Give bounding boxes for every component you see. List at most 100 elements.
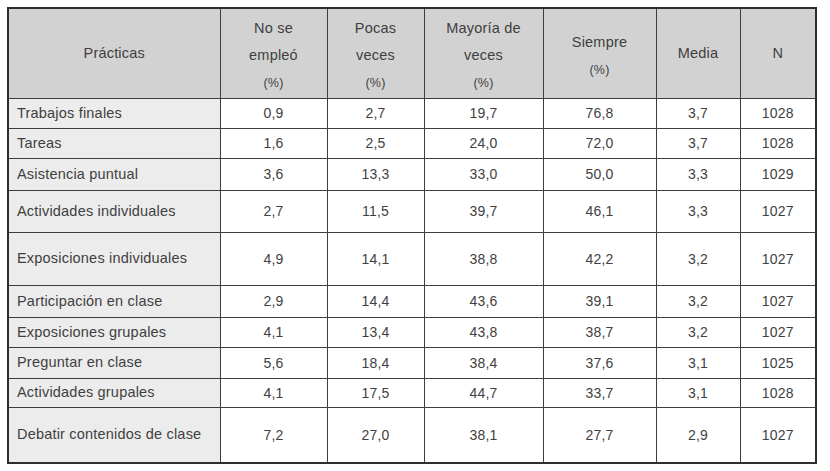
header-row: Prácticas No se empleó (%) Pocas veces (… bbox=[8, 8, 816, 98]
practice-cell: Participación en clase bbox=[8, 285, 220, 317]
practice-cell: Actividades individuales bbox=[8, 190, 220, 232]
value-cell: 50,0 bbox=[543, 158, 656, 190]
column-header-label: Pocas veces bbox=[340, 15, 412, 69]
value-cell: 38,1 bbox=[424, 407, 543, 463]
value-cell: 0,9 bbox=[220, 98, 327, 128]
value-cell: 2,7 bbox=[327, 98, 424, 128]
value-cell: 19,7 bbox=[424, 98, 543, 128]
value-cell: 14,1 bbox=[327, 232, 424, 285]
column-header-unit: (%) bbox=[437, 76, 531, 91]
table-row: Debatir contenidos de clase 7,2 27,0 38,… bbox=[8, 407, 816, 463]
value-cell: 14,4 bbox=[327, 285, 424, 317]
value-cell: 2,9 bbox=[656, 407, 740, 463]
practice-cell: Actividades grupales bbox=[8, 378, 220, 407]
column-header-mayoria-de-veces: Mayoría de veces (%) bbox=[424, 8, 543, 98]
column-header-label: Siempre bbox=[556, 29, 644, 56]
value-cell: 1028 bbox=[740, 378, 816, 407]
value-cell: 24,0 bbox=[424, 128, 543, 158]
value-cell: 3,7 bbox=[656, 98, 740, 128]
table-row: Actividades grupales 4,1 17,5 44,7 33,7 … bbox=[8, 378, 816, 407]
column-header-unit: (%) bbox=[340, 76, 412, 91]
value-cell: 39,7 bbox=[424, 190, 543, 232]
table-row: Tareas 1,6 2,5 24,0 72,0 3,7 1028 bbox=[8, 128, 816, 158]
practices-frequency-table: Prácticas No se empleó (%) Pocas veces (… bbox=[7, 7, 817, 464]
value-cell: 1027 bbox=[740, 407, 816, 463]
value-cell: 33,7 bbox=[543, 378, 656, 407]
table-row: Participación en clase 2,9 14,4 43,6 39,… bbox=[8, 285, 816, 317]
value-cell: 3,2 bbox=[656, 285, 740, 317]
value-cell: 1027 bbox=[740, 190, 816, 232]
value-cell: 3,7 bbox=[656, 128, 740, 158]
value-cell: 46,1 bbox=[543, 190, 656, 232]
value-cell: 42,2 bbox=[543, 232, 656, 285]
value-cell: 11,5 bbox=[327, 190, 424, 232]
column-header-siempre: Siempre (%) bbox=[543, 8, 656, 98]
practice-cell: Asistencia puntual bbox=[8, 158, 220, 190]
value-cell: 1028 bbox=[740, 128, 816, 158]
value-cell: 1029 bbox=[740, 158, 816, 190]
column-header-label: N bbox=[753, 40, 804, 67]
value-cell: 37,6 bbox=[543, 347, 656, 378]
value-cell: 3,2 bbox=[656, 232, 740, 285]
practice-cell: Trabajos finales bbox=[8, 98, 220, 128]
value-cell: 27,0 bbox=[327, 407, 424, 463]
value-cell: 38,7 bbox=[543, 317, 656, 347]
column-header-unit: (%) bbox=[233, 76, 315, 91]
value-cell: 17,5 bbox=[327, 378, 424, 407]
practice-cell: Debatir contenidos de clase bbox=[8, 407, 220, 463]
value-cell: 2,5 bbox=[327, 128, 424, 158]
page: Prácticas No se empleó (%) Pocas veces (… bbox=[0, 0, 830, 471]
column-header-no-se-empleo: No se empleó (%) bbox=[220, 8, 327, 98]
table-row: Preguntar en clase 5,6 18,4 38,4 37,6 3,… bbox=[8, 347, 816, 378]
column-header-label: Media bbox=[669, 40, 728, 67]
value-cell: 38,8 bbox=[424, 232, 543, 285]
value-cell: 13,3 bbox=[327, 158, 424, 190]
value-cell: 44,7 bbox=[424, 378, 543, 407]
column-header-label: Prácticas bbox=[21, 40, 208, 67]
table-row: Trabajos finales 0,9 2,7 19,7 76,8 3,7 1… bbox=[8, 98, 816, 128]
value-cell: 3,2 bbox=[656, 317, 740, 347]
value-cell: 72,0 bbox=[543, 128, 656, 158]
value-cell: 1027 bbox=[740, 232, 816, 285]
value-cell: 4,1 bbox=[220, 378, 327, 407]
column-header-label: No se empleó bbox=[233, 15, 315, 69]
value-cell: 1028 bbox=[740, 98, 816, 128]
value-cell: 4,1 bbox=[220, 317, 327, 347]
column-header-n: N bbox=[740, 8, 816, 98]
column-header-practicas: Prácticas bbox=[8, 8, 220, 98]
column-header-pocas-veces: Pocas veces (%) bbox=[327, 8, 424, 98]
value-cell: 3,6 bbox=[220, 158, 327, 190]
value-cell: 3,3 bbox=[656, 190, 740, 232]
value-cell: 13,4 bbox=[327, 317, 424, 347]
value-cell: 27,7 bbox=[543, 407, 656, 463]
value-cell: 76,8 bbox=[543, 98, 656, 128]
table-row: Actividades individuales 2,7 11,5 39,7 4… bbox=[8, 190, 816, 232]
value-cell: 7,2 bbox=[220, 407, 327, 463]
value-cell: 3,3 bbox=[656, 158, 740, 190]
value-cell: 38,4 bbox=[424, 347, 543, 378]
value-cell: 43,8 bbox=[424, 317, 543, 347]
value-cell: 1027 bbox=[740, 285, 816, 317]
value-cell: 39,1 bbox=[543, 285, 656, 317]
column-header-unit: (%) bbox=[556, 63, 644, 78]
practice-cell: Exposiciones grupales bbox=[8, 317, 220, 347]
value-cell: 4,9 bbox=[220, 232, 327, 285]
practice-cell: Exposiciones individuales bbox=[8, 232, 220, 285]
value-cell: 18,4 bbox=[327, 347, 424, 378]
value-cell: 43,6 bbox=[424, 285, 543, 317]
column-header-media: Media bbox=[656, 8, 740, 98]
value-cell: 1,6 bbox=[220, 128, 327, 158]
value-cell: 3,1 bbox=[656, 347, 740, 378]
table-row: Asistencia puntual 3,6 13,3 33,0 50,0 3,… bbox=[8, 158, 816, 190]
practice-cell: Preguntar en clase bbox=[8, 347, 220, 378]
value-cell: 33,0 bbox=[424, 158, 543, 190]
value-cell: 5,6 bbox=[220, 347, 327, 378]
value-cell: 1027 bbox=[740, 317, 816, 347]
value-cell: 2,7 bbox=[220, 190, 327, 232]
value-cell: 2,9 bbox=[220, 285, 327, 317]
table-row: Exposiciones individuales 4,9 14,1 38,8 … bbox=[8, 232, 816, 285]
column-header-label: Mayoría de veces bbox=[437, 15, 531, 69]
table-row: Exposiciones grupales 4,1 13,4 43,8 38,7… bbox=[8, 317, 816, 347]
practice-cell: Tareas bbox=[8, 128, 220, 158]
value-cell: 1025 bbox=[740, 347, 816, 378]
